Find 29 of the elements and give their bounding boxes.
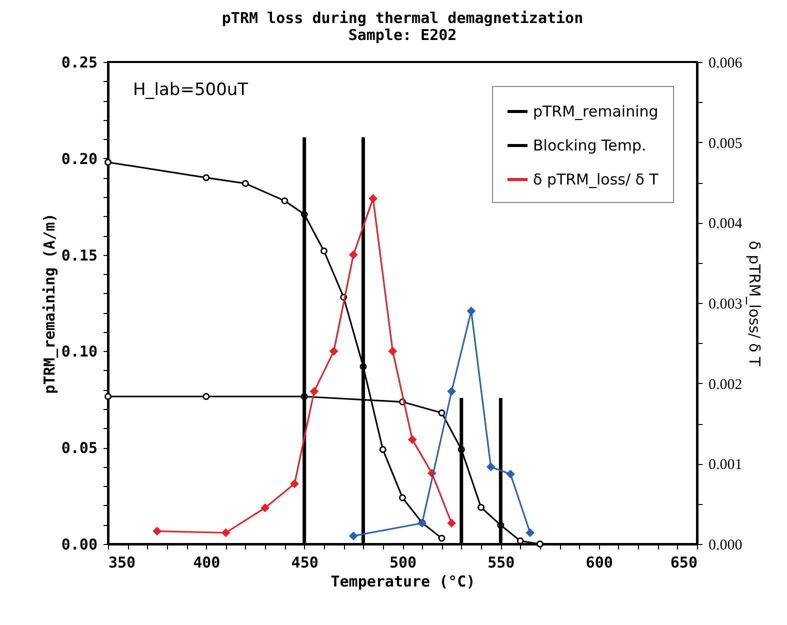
- x-tick-label: 450: [291, 554, 318, 572]
- x-tick-label: 600: [586, 554, 613, 572]
- y2-tick-label: 0.006: [708, 56, 743, 72]
- y2-tick-label: 0.003: [708, 296, 742, 312]
- y-tick-label: 0.20: [61, 150, 98, 168]
- x-axis-title: Temperature (°C): [330, 572, 476, 590]
- annotation: H_lab=500uT: [133, 80, 249, 100]
- x-tick-label: 650: [670, 554, 698, 572]
- y2-tick-label: 0.004: [708, 216, 743, 232]
- y-tick-label: 0.00: [61, 536, 98, 554]
- x-tick-label: 350: [108, 554, 136, 572]
- y2-tick-label: 0.002: [708, 376, 742, 393]
- x-tick-label: 400: [193, 554, 220, 572]
- y2-tick-label: 0.001: [708, 457, 742, 474]
- y2-axis-title: δ pTRM_loss/ δ T: [745, 240, 764, 368]
- y2-tick-label: 0.000: [708, 538, 742, 554]
- x-tick-label: 500: [389, 554, 417, 572]
- y-tick-label: 0.10: [61, 342, 98, 361]
- legend-label: pTRM_remaining: [533, 102, 658, 120]
- chart-title: pTRM loss during thermal demagnetization: [222, 9, 584, 27]
- y2-tick-label: 0.005: [708, 136, 742, 152]
- y-tick-label: 0.05: [61, 439, 98, 458]
- y-axis-title: pTRM_remaining (A/m): [40, 213, 58, 394]
- chart-subtitle: Sample: E202: [348, 26, 457, 44]
- y-tick-label: 0.15: [61, 246, 98, 264]
- legend-label: Blocking Temp.: [533, 136, 646, 154]
- y-tick-label: 0.25: [61, 54, 98, 72]
- x-tick-label: 550: [488, 554, 515, 572]
- legend-label: δ pTRM_loss/ δ T: [533, 170, 660, 188]
